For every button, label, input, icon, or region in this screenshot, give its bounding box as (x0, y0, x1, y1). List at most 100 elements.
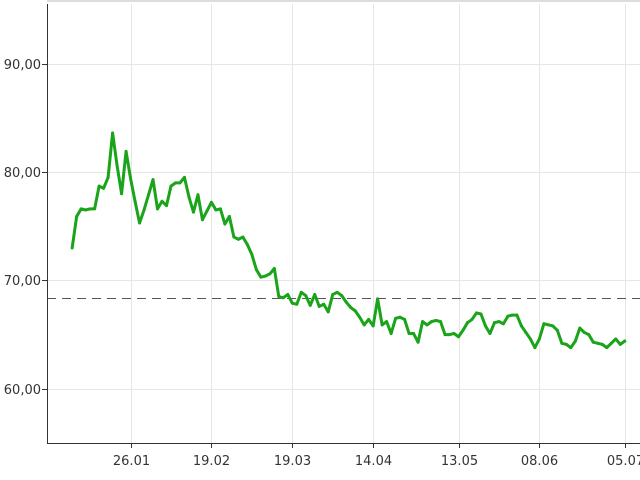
data-point (510, 313, 514, 317)
data-point (367, 317, 371, 321)
data-point (600, 342, 604, 346)
data-point (295, 302, 299, 306)
data-point (501, 322, 505, 326)
data-point (443, 333, 447, 337)
data-point (488, 332, 492, 336)
data-point (79, 207, 83, 211)
data-point (299, 290, 303, 294)
x-tick-label: 05.07 (607, 454, 640, 469)
data-point (326, 310, 330, 314)
y-tick-label: 80,00 (4, 166, 41, 181)
data-point (340, 294, 344, 298)
data-point (528, 337, 532, 341)
data-point (106, 175, 110, 179)
data-point (322, 302, 326, 306)
data-point (205, 209, 209, 213)
data-point (344, 300, 348, 304)
data-point (317, 304, 321, 308)
data-point (254, 268, 258, 272)
x-tick-labels: 26.01 19.02 19.03 14.04 13.05 08.06 05.07 (113, 443, 640, 469)
data-point (70, 246, 74, 250)
data-point (214, 208, 218, 212)
data-point (313, 293, 317, 296)
data-point (173, 181, 177, 185)
data-point (362, 323, 366, 327)
data-point (133, 199, 137, 203)
x-tick-label: 13.05 (441, 454, 478, 469)
x-tick-label: 08.06 (521, 454, 558, 469)
data-point (259, 275, 263, 279)
data-point (412, 332, 416, 336)
data-point (93, 207, 97, 211)
axes (47, 0, 640, 444)
data-point (537, 337, 541, 341)
y-tick-labels: 60,00 70,00 80,00 90,00 (4, 58, 47, 398)
data-point (474, 311, 478, 315)
data-point (281, 296, 285, 300)
x-tick-label: 19.02 (193, 454, 230, 469)
data-point (156, 207, 160, 211)
x-tick-label: 26.01 (113, 454, 150, 469)
data-point (227, 214, 231, 218)
data-point (358, 315, 362, 319)
data-point (223, 222, 227, 226)
data-point (434, 319, 438, 323)
data-point (430, 320, 434, 324)
data-point (124, 149, 128, 153)
data-point (272, 266, 276, 270)
data-point (160, 199, 164, 203)
grid-lines (47, 4, 640, 443)
y-tick-label: 70,00 (4, 274, 41, 289)
data-point (407, 332, 411, 336)
data-point (605, 346, 609, 350)
data-point (200, 218, 204, 222)
data-point (385, 320, 389, 324)
data-point (335, 290, 339, 294)
data-point (250, 252, 254, 256)
data-point (353, 309, 357, 313)
data-point (290, 301, 294, 305)
data-point (546, 323, 550, 327)
data-point (506, 314, 510, 318)
data-point (349, 306, 353, 310)
data-point (582, 330, 586, 334)
data-point (268, 272, 272, 276)
data-point (75, 214, 79, 218)
data-point (263, 274, 267, 278)
data-point (421, 320, 425, 324)
data-point (232, 235, 236, 239)
data-point (398, 315, 402, 319)
data-point (218, 207, 222, 211)
data-point (483, 324, 487, 328)
data-point (394, 316, 398, 320)
data-point (564, 342, 568, 346)
data-point (492, 321, 496, 325)
x-tick-label: 19.03 (274, 454, 311, 469)
data-point (277, 295, 281, 299)
data-point (115, 164, 119, 168)
data-point (169, 184, 173, 188)
data-point (209, 200, 213, 204)
data-point (569, 346, 573, 350)
data-point (196, 193, 200, 197)
data-point (448, 333, 452, 337)
data-point (129, 177, 133, 181)
data-point (88, 207, 92, 211)
data-point (151, 178, 155, 182)
data-point (614, 337, 618, 341)
data-point (425, 323, 429, 327)
data-point (84, 208, 88, 212)
data-point (519, 324, 523, 328)
data-point (187, 195, 191, 199)
data-point (587, 333, 591, 337)
data-point (497, 320, 501, 324)
data-point (111, 131, 115, 135)
data-point (524, 330, 528, 334)
data-point (470, 317, 474, 321)
data-point (102, 186, 106, 190)
data-point (165, 204, 168, 208)
data-point (573, 339, 577, 343)
data-point (182, 175, 186, 179)
data-point (439, 320, 443, 324)
